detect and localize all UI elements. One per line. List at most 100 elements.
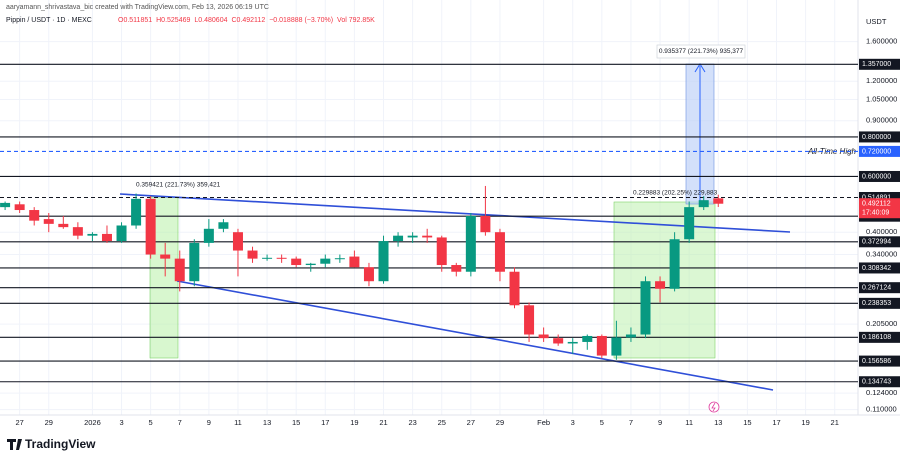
trendline xyxy=(176,280,774,391)
candle-body xyxy=(203,228,214,243)
level-label-box xyxy=(859,145,900,157)
candle-body xyxy=(509,271,520,306)
level-label-box xyxy=(859,331,900,343)
y-tick-label: 1.050000 xyxy=(866,95,897,104)
level-label: 0.238353 xyxy=(862,300,891,307)
candle-body xyxy=(218,222,229,229)
ohlc-legend: O0.511851 H0.525469 L0.480604 C0.492112 −0.0… xyxy=(118,17,375,24)
x-tick-label: 27 xyxy=(467,418,475,427)
candle-body xyxy=(698,200,709,208)
candle-body xyxy=(640,281,651,335)
created-by: aaryamann_shrivastava_bic created with T… xyxy=(6,4,269,11)
event-icon-bolt xyxy=(711,402,716,412)
candle-body xyxy=(538,334,549,339)
candle-body xyxy=(669,239,680,289)
candle-body xyxy=(611,337,622,356)
y-tick-label: 0.205000 xyxy=(866,319,897,328)
x-tick-label: 13 xyxy=(263,418,271,427)
event-icon xyxy=(708,401,720,413)
candle-body xyxy=(72,227,83,236)
candle-body xyxy=(494,232,505,272)
x-tick-label: 23 xyxy=(408,418,416,427)
candle-body xyxy=(101,233,112,242)
x-tick-label: 9 xyxy=(207,418,211,427)
x-tick-label: 21 xyxy=(379,418,387,427)
all-time-high-label: All-Time High xyxy=(807,147,856,156)
level-label: 0.267124 xyxy=(862,285,891,292)
level-label: 0.156586 xyxy=(862,358,891,365)
x-tick-label: 3 xyxy=(571,418,575,427)
candle-body xyxy=(349,256,360,268)
level-label-box xyxy=(859,131,900,143)
x-tick-label: 5 xyxy=(149,418,153,427)
candle-body xyxy=(276,257,287,259)
countdown-label: 17:40:09 xyxy=(862,210,889,217)
y-tick-label: 1.600000 xyxy=(866,37,897,46)
level-label-box xyxy=(859,191,900,203)
x-tick-label: 3 xyxy=(119,418,123,427)
y-tick-label: 0.340000 xyxy=(866,250,897,259)
level-label-box xyxy=(859,170,900,182)
candle-body xyxy=(422,235,433,238)
ohlc-value: O0.511851 xyxy=(118,17,152,24)
candle-body xyxy=(291,258,302,266)
x-tick-label: 7 xyxy=(178,418,182,427)
level-label-box xyxy=(859,376,900,388)
candle-body xyxy=(567,341,578,344)
x-tick-label: 15 xyxy=(743,418,751,427)
x-tick-label: 17 xyxy=(321,418,329,427)
symbol: Pippin / USDT · 1D · MEXC xyxy=(6,17,92,24)
trendline xyxy=(119,193,791,233)
x-tick-label: 21 xyxy=(831,418,839,427)
candle-body xyxy=(553,338,564,344)
candle-body xyxy=(145,198,156,255)
last-price-box xyxy=(859,198,900,219)
candle-body xyxy=(262,257,273,259)
level-label-box xyxy=(859,297,900,309)
candle-body xyxy=(43,219,54,224)
y-tick-label: 1.200000 xyxy=(866,76,897,85)
x-tick-label: 7 xyxy=(629,418,633,427)
y-tick-label: 0.400000 xyxy=(866,227,897,236)
level-label: 1.357000 xyxy=(862,61,891,68)
y-tick-label: 0.110000 xyxy=(866,405,897,414)
candle-body xyxy=(131,198,142,226)
x-tick-label: 19 xyxy=(801,418,809,427)
candle-body xyxy=(451,265,462,272)
x-tick-label: 27 xyxy=(15,418,23,427)
candle-body xyxy=(655,281,666,289)
ohlc-value: C0.492112 xyxy=(231,17,265,24)
y-tick-label: 0.900000 xyxy=(866,116,897,125)
measure-label: 0.359421 (221.73%) 359,421 xyxy=(136,182,221,189)
x-tick-label: 29 xyxy=(496,418,504,427)
level-label: 0.134743 xyxy=(862,379,891,386)
level-label: 0.720000 xyxy=(862,148,891,155)
level-label: 0.800000 xyxy=(862,134,891,141)
x-tick-label: 11 xyxy=(234,418,242,427)
candle-body xyxy=(189,242,200,282)
ohlc-value: −0.018888 (−3.70%) xyxy=(269,17,333,24)
candle-body xyxy=(524,305,535,335)
ohlc-value: L0.480604 xyxy=(194,17,227,24)
x-tick-label: 5 xyxy=(600,418,604,427)
candle-body xyxy=(232,232,243,251)
candle-body xyxy=(596,335,607,356)
candle-body xyxy=(465,216,476,272)
last-price-label: 0.492112 xyxy=(862,201,891,208)
candle-body xyxy=(58,223,69,228)
candle-body xyxy=(305,263,316,266)
candle-body xyxy=(14,204,25,211)
candle-body xyxy=(160,254,171,259)
candle-body xyxy=(363,267,374,282)
candle-body xyxy=(582,335,593,342)
x-tick-label: 9 xyxy=(658,418,662,427)
candle-body xyxy=(378,241,389,282)
level-label-box xyxy=(859,282,900,294)
x-tick-label: 19 xyxy=(350,418,358,427)
level-label: 0.600000 xyxy=(862,173,891,180)
candle-body xyxy=(87,233,98,236)
level-label: 0.308342 xyxy=(862,265,891,272)
candle-body xyxy=(480,216,491,233)
measure-label: 0.935377 (221.73%) 935,377 xyxy=(659,48,744,55)
candle-body xyxy=(174,258,185,282)
